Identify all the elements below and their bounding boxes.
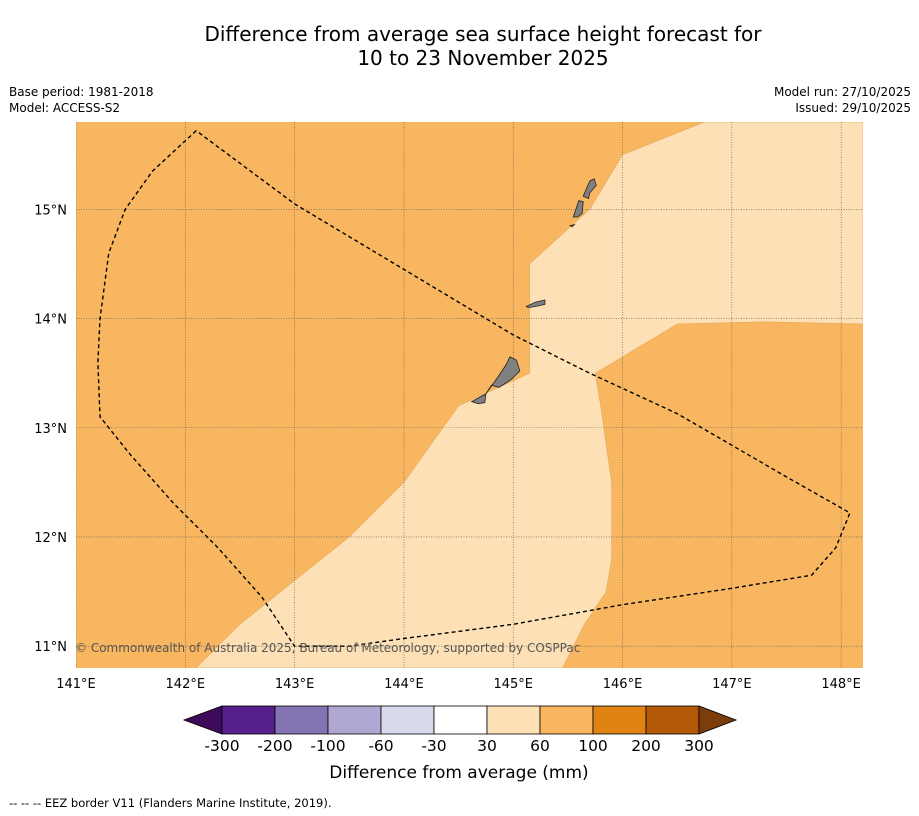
lat-tick-label: 12°N bbox=[34, 531, 67, 546]
lat-tick-label: 13°N bbox=[34, 422, 67, 437]
lat-tick-label: 14°N bbox=[34, 313, 67, 328]
colorbar-bin bbox=[221, 705, 276, 735]
info-left: Base period: 1981-2018 Model: ACCESS-S2 bbox=[9, 84, 154, 116]
title-line-1: Difference from average sea surface heig… bbox=[204, 22, 762, 46]
colorbar-tick-label: -60 bbox=[368, 737, 393, 755]
colorbar-bin bbox=[486, 705, 541, 735]
colorbar-tick-label: 30 bbox=[477, 737, 497, 755]
axis-ticks: 141°E 142°E 143°E 144°E 145°E 146°E 147°E 148°E… bbox=[34, 203, 861, 692]
bands-layer bbox=[195, 122, 863, 668]
eez-layer bbox=[97, 130, 851, 647]
lon-tick-label: 142°E bbox=[166, 677, 206, 692]
colorbar-extend-low bbox=[182, 705, 223, 735]
lon-tick-label: 148°E bbox=[821, 677, 861, 692]
issued-text: Issued: 29/10/2025 bbox=[795, 101, 911, 115]
island-guam bbox=[470, 356, 521, 405]
colorbar-extend-high bbox=[698, 705, 738, 735]
lat-tick-label: 15°N bbox=[34, 203, 67, 218]
lon-tick-label: 144°E bbox=[384, 677, 424, 692]
light-band bbox=[195, 122, 863, 668]
colorbar-bin bbox=[380, 705, 435, 735]
lat-tick-label: 11°N bbox=[34, 640, 67, 655]
base-period-text: Base period: 1981-2018 bbox=[9, 85, 154, 99]
lon-tick-label: 145°E bbox=[493, 677, 533, 692]
island-saipan bbox=[582, 178, 597, 199]
colorbar-tick-label: -300 bbox=[204, 737, 239, 755]
colorbar: -300 -200 -100 -60 -30 30 60 100 200 300 bbox=[182, 705, 738, 755]
model-text: Model: ACCESS-S2 bbox=[9, 101, 121, 115]
page-title: Difference from average sea surface heig… bbox=[0, 22, 919, 70]
lon-tick-label: 147°E bbox=[712, 677, 752, 692]
lon-tick-label: 143°E bbox=[275, 677, 315, 692]
grid-layer bbox=[76, 122, 863, 668]
islands-layer bbox=[470, 178, 597, 405]
eez-footnote: -- -- -- EEZ border V11 (Flanders Marine… bbox=[9, 796, 332, 810]
island-tinian bbox=[572, 200, 584, 218]
model-run-text: Model run: 27/10/2025 bbox=[773, 85, 911, 99]
colorbar-bin bbox=[592, 705, 647, 735]
colorbar-bin bbox=[433, 705, 488, 735]
colorbar-tick-label: -30 bbox=[421, 737, 446, 755]
lon-tick-label: 141°E bbox=[56, 677, 96, 692]
colorbar-tick-label: -200 bbox=[257, 737, 292, 755]
info-right: Model run: 27/10/2025 Issued: 29/10/2025 bbox=[774, 84, 911, 116]
copyright-text: © Commonwealth of Australia 2025, Bureau… bbox=[75, 641, 580, 655]
colorbar-bin bbox=[327, 705, 382, 735]
colorbar-tick-label: 200 bbox=[631, 737, 661, 755]
colorbar-bin bbox=[645, 705, 700, 735]
colorbar-tick-label: 60 bbox=[530, 737, 550, 755]
colorbar-tick-label: 300 bbox=[684, 737, 714, 755]
eez-border-line bbox=[97, 130, 851, 647]
colorbar-bin bbox=[274, 705, 329, 735]
lon-tick-label: 146°E bbox=[603, 677, 643, 692]
title-line-2: 10 to 23 November 2025 bbox=[357, 46, 609, 70]
island-aguijan bbox=[568, 223, 576, 228]
colorbar-bin bbox=[539, 705, 594, 735]
colorbar-tick-label: -100 bbox=[310, 737, 345, 755]
colorbar-title: Difference from average (mm) bbox=[329, 763, 588, 783]
island-rota bbox=[525, 299, 546, 309]
colorbar-tick-label: 100 bbox=[578, 737, 608, 755]
